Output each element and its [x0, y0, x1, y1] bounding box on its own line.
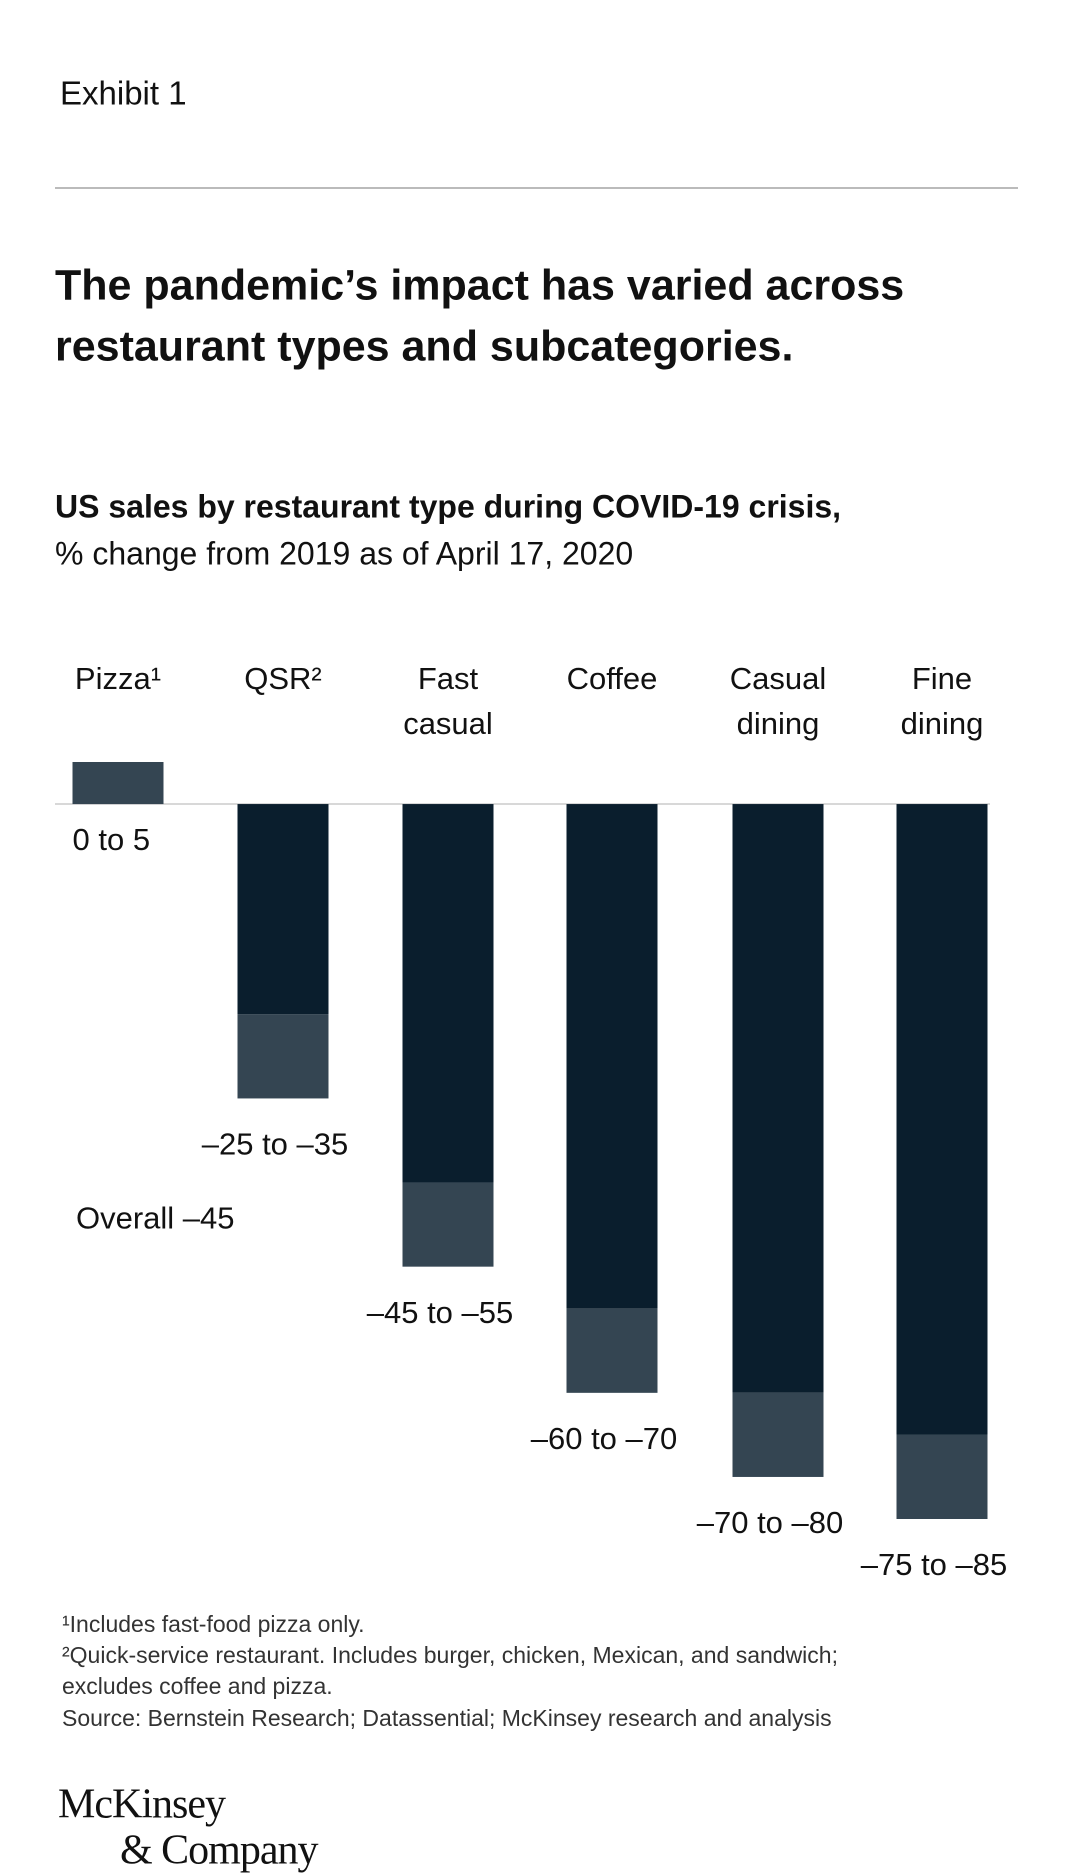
value-label: –45 to –55: [367, 1295, 514, 1330]
category-label: dining: [737, 706, 820, 741]
category-label: QSR²: [244, 661, 322, 696]
bar-range: [732, 1392, 824, 1477]
value-label: 0 to 5: [73, 822, 151, 857]
bar-range: [237, 1014, 329, 1099]
category-label: Fast: [418, 661, 479, 696]
value-label: –70 to –80: [697, 1505, 844, 1540]
bar-range: [566, 1308, 658, 1393]
annotation: Overall –45: [76, 1201, 235, 1236]
value-label: –75 to –85: [861, 1547, 1008, 1582]
logo: McKinsey: [58, 1782, 226, 1828]
footnote: excludes coffee and pizza.: [62, 1673, 333, 1699]
exhibit-label: Exhibit 1: [60, 75, 187, 112]
chart-title: restaurant types and subcategories.: [55, 322, 793, 370]
category-label: dining: [901, 706, 984, 741]
bar-range: [72, 762, 164, 805]
chart-subtitle-note: % change from 2019 as of April 17, 2020: [55, 535, 633, 571]
footnote: ²Quick-service restaurant. Includes burg…: [62, 1642, 838, 1668]
value-label: –60 to –70: [531, 1421, 678, 1456]
chart-title: The pandemic’s impact has varied across: [55, 261, 904, 309]
value-label: –25 to –35: [202, 1127, 349, 1162]
bar-base: [402, 804, 494, 1183]
category-label: Fine: [912, 661, 972, 696]
bar-range: [896, 1434, 988, 1519]
bar-base: [896, 804, 988, 1435]
category-label: Pizza¹: [75, 661, 161, 696]
category-label: Coffee: [567, 661, 658, 696]
category-label: casual: [403, 706, 493, 741]
bar-range: [402, 1182, 494, 1267]
bar-base: [732, 804, 824, 1393]
category-label: Casual: [730, 661, 827, 696]
chart-subtitle: US sales by restaurant type during COVID…: [55, 488, 841, 524]
footnote: ¹Includes fast-food pizza only.: [62, 1611, 365, 1637]
logo: & Company: [120, 1828, 318, 1874]
bar-base: [237, 804, 329, 1015]
source: Source: Bernstein Research; Datassential…: [62, 1705, 832, 1731]
bar-base: [566, 804, 658, 1309]
